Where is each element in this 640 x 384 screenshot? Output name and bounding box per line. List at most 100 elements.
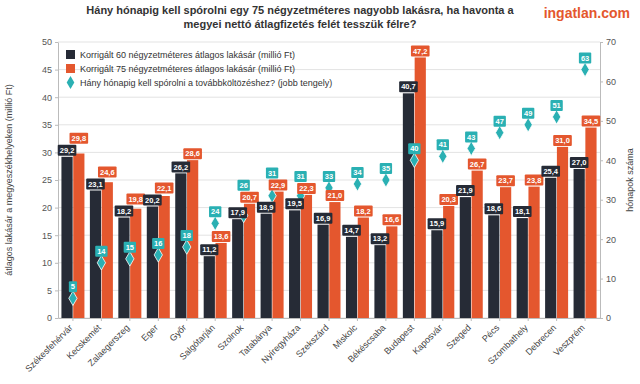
point [410,153,418,167]
label-box [323,171,335,182]
y-axis: 05101520253035404550 [42,37,59,323]
grid-line [58,97,600,98]
data-label: 22,1 [157,184,172,193]
y-tick: 45 [42,65,58,75]
tick-mark [600,121,603,122]
background [0,0,640,384]
data-label: 19,5 [287,199,302,208]
label-box [522,108,534,119]
data-label: 34 [353,168,362,177]
data-label: 31 [296,172,304,181]
y2-tick: 60 [600,77,616,87]
tick-mark [158,318,159,321]
tick-label: 10 [606,274,616,284]
tick-label: 20 [606,235,616,245]
label-box [240,192,259,203]
chart-root: Hány hónapig kell spórolni egy 75 négyze… [0,0,640,384]
tick-mark [55,290,58,291]
label-box [124,242,136,253]
label-box [314,213,333,224]
bar [574,169,585,318]
x-tick: Szombathely [486,318,530,366]
x-tick: Szeged [444,318,473,351]
data-label: 49 [524,109,532,118]
label-box [212,231,231,242]
tick-mark [600,279,603,280]
x-tick: Szekszárd [294,318,331,359]
x-tick: Eger [139,318,160,343]
tick-mark [55,152,58,153]
data-label: 40,7 [401,82,416,91]
x-tick: Kaposvár [410,318,444,357]
data-label: 35 [382,164,390,173]
label-box [181,230,193,241]
data-label: 20,7 [242,193,257,202]
tick-mark [585,318,586,321]
label-box [579,53,591,64]
data-label: 18,6 [487,204,502,213]
x-tick: Veszprém [551,318,586,358]
label-box [172,161,191,172]
point [524,118,532,132]
data-label: 41 [439,140,447,149]
tick-mark [55,263,58,264]
bar [204,256,215,318]
tick-mark [55,208,58,209]
y2-axis: 010203040506070 [600,37,616,323]
data-label: 14 [97,247,106,256]
data-label: 18,2 [117,207,132,216]
y2-tick: 30 [600,195,616,205]
x-tick: Békéscsaba [346,318,388,364]
data-label: 21,9 [458,186,473,195]
tick-label: 40 [42,93,52,103]
legend-label: Hány hónapig kell spórolni a továbbköltö… [80,78,332,88]
point [439,149,447,163]
data-label: 21,0 [328,191,343,200]
label-box [496,175,515,186]
bar [585,128,596,318]
tick-label: Szeged [444,323,473,352]
label-box [95,246,107,257]
point [69,291,77,305]
data-label: 33 [325,172,333,181]
label-box [570,157,589,168]
tick-mark [55,70,58,71]
data-label: 15 [126,243,134,252]
point [268,189,276,203]
tick-label: 60 [606,77,616,87]
legend: Korrigált 60 négyzetméteres átlagos laká… [66,50,332,89]
legend-key [66,64,75,73]
label-box [266,168,278,179]
tick-label: Veszprém [551,323,586,358]
label-box [69,281,77,292]
data-label: 31 [268,169,276,178]
tick-label: Szombathely [486,322,530,366]
y2-tick: 40 [600,156,616,166]
data-label: 14,7 [344,226,359,235]
point [581,62,589,76]
bar [346,237,357,318]
grid-line [58,42,600,43]
tick-mark [101,318,102,321]
y-tick: 50 [42,37,58,47]
tick-mark [55,42,58,43]
data-label: 29,2 [60,146,75,155]
tick-label: Székesfehérvár [23,323,74,374]
data-label: 22,3 [299,184,314,193]
x-tick: Győr [168,318,189,343]
bar [289,210,300,318]
label-box [456,185,475,196]
label-box [86,178,105,189]
tick-mark [600,160,603,161]
x-tick: Székesfehérvár [23,318,74,374]
data-label: 16,9 [316,214,331,223]
grid-line [58,124,600,125]
tick-label: 10 [42,258,52,268]
tick-label: 50 [606,116,616,126]
x-tick: Zalaegerszeg [86,318,132,368]
bar [545,178,556,318]
tick-mark [600,81,603,82]
grid [58,42,600,318]
tick-mark [528,318,529,321]
label-box [485,203,504,214]
